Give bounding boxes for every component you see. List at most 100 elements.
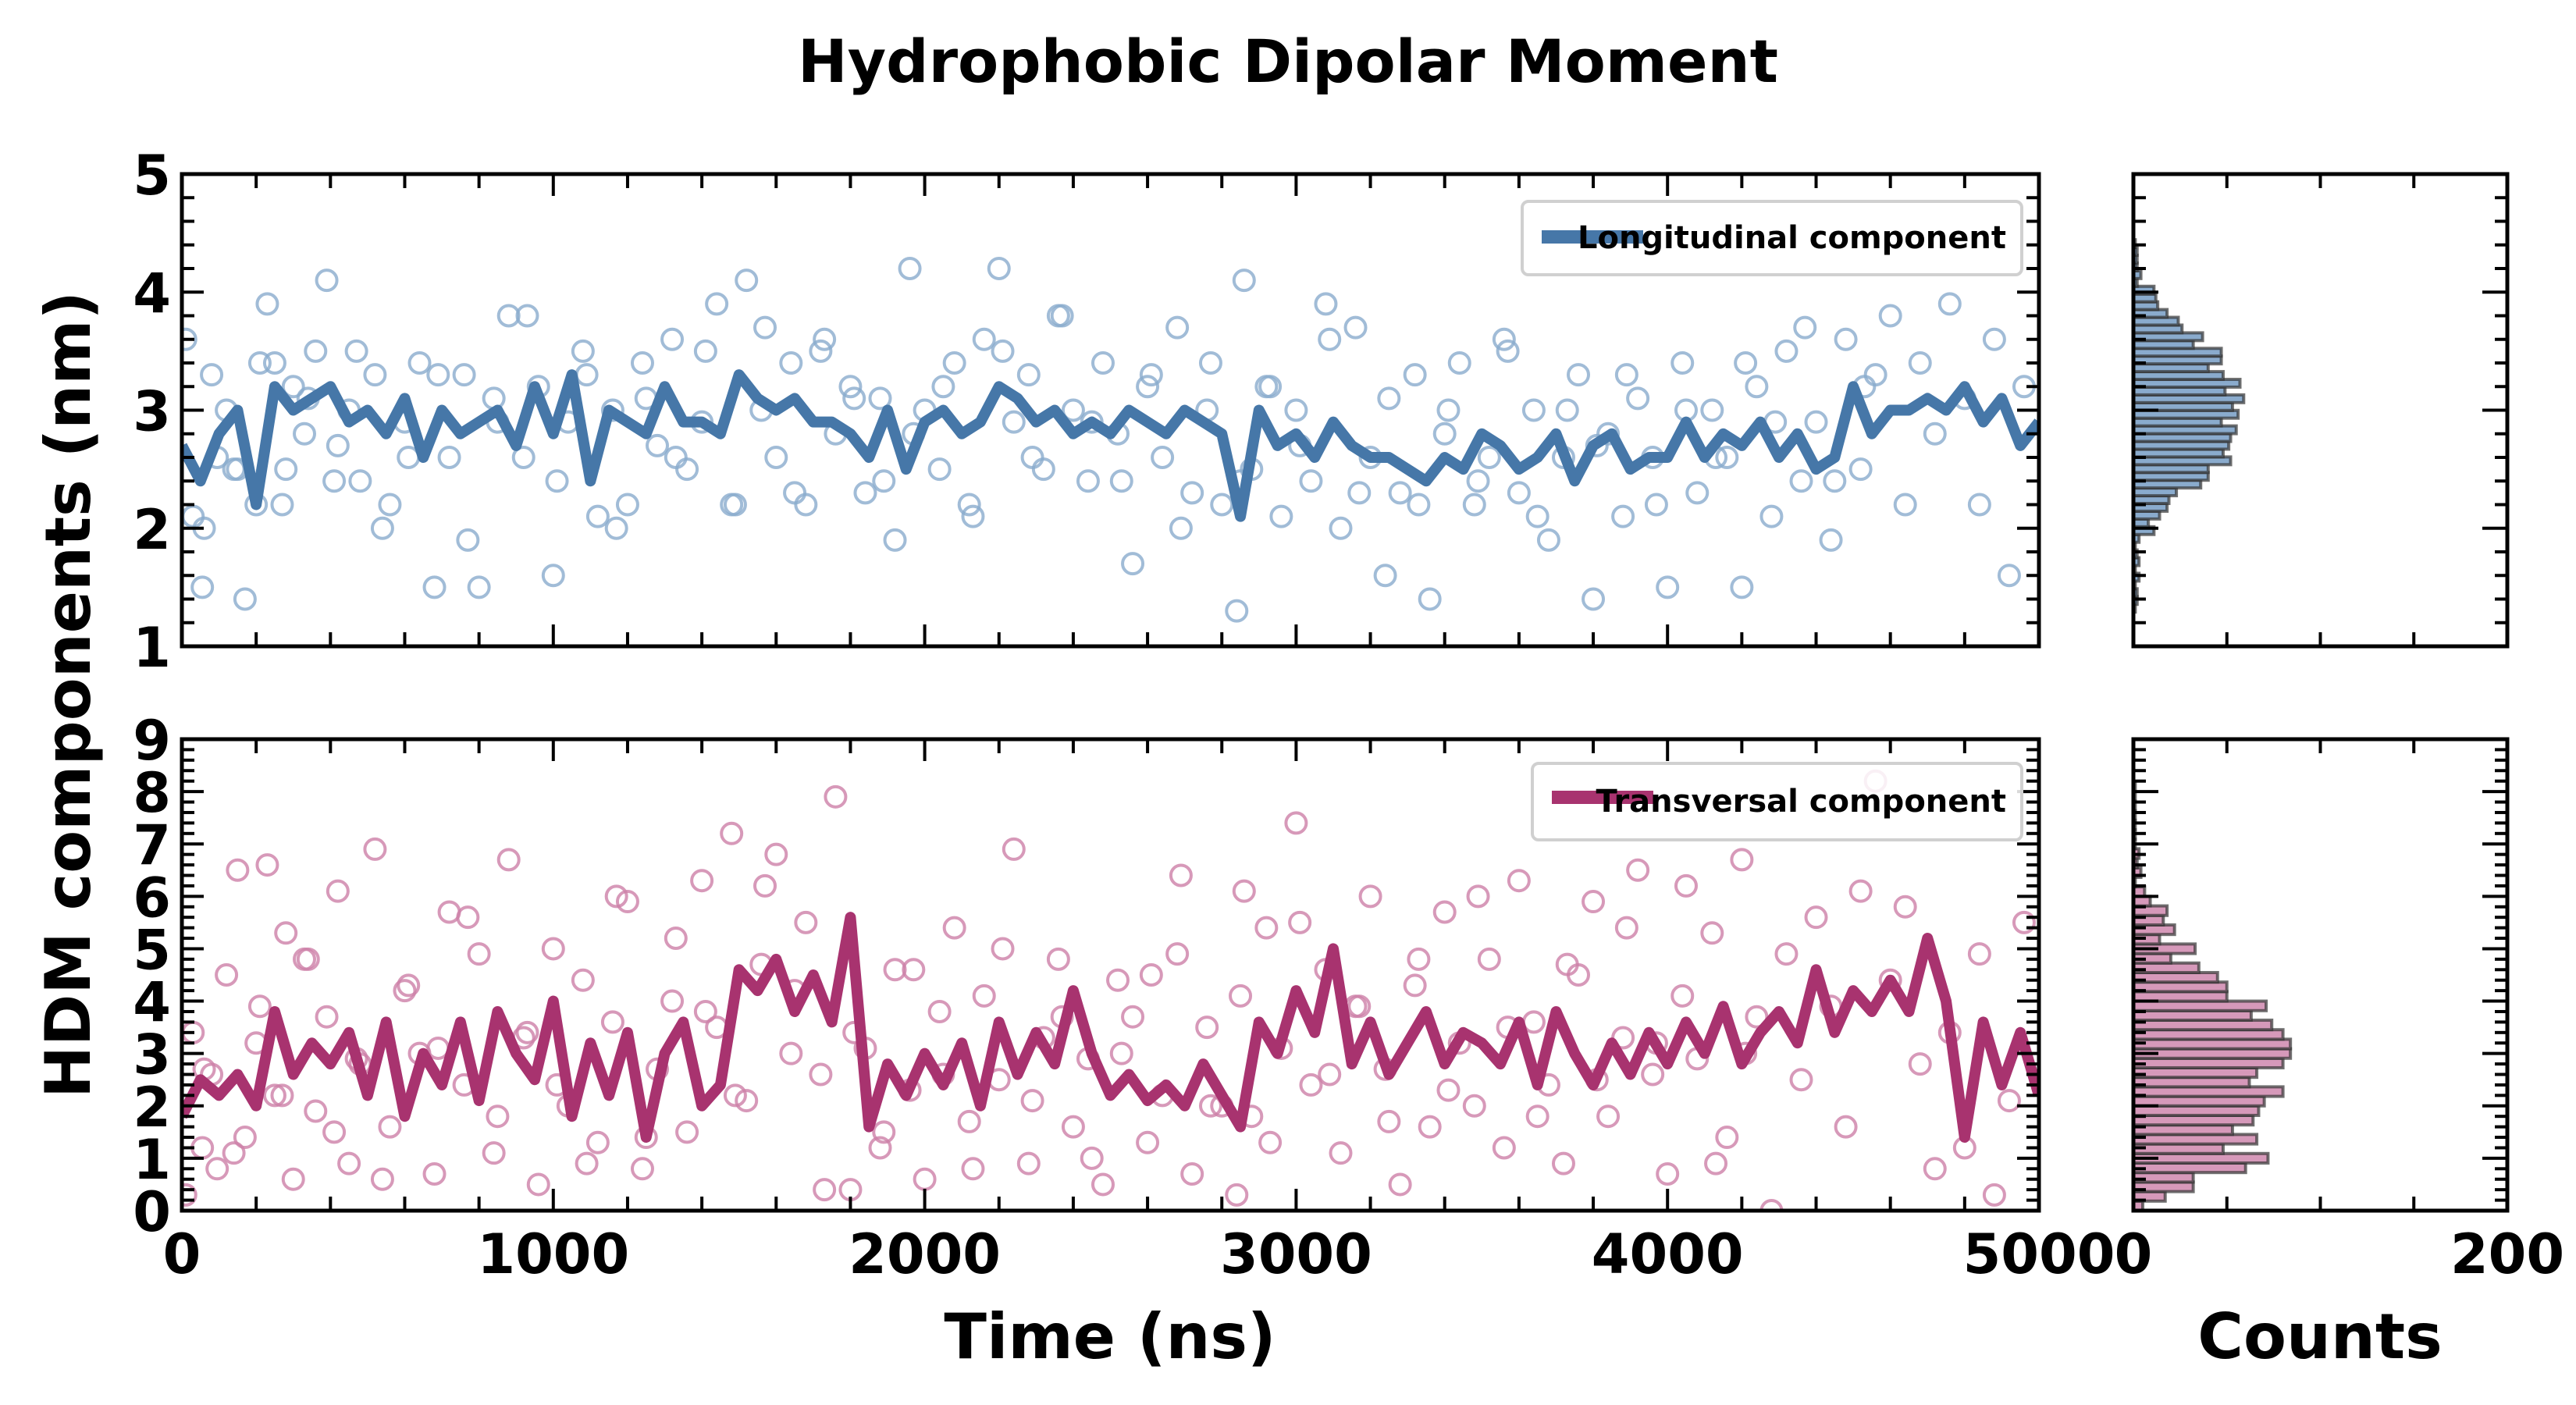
- scatter-point: [1641, 1062, 1665, 1087]
- scatter-point: [467, 942, 491, 966]
- scatter-point: [1106, 968, 1130, 992]
- scatter-point: [1923, 1157, 1947, 1181]
- scatter-point: [1061, 1115, 1085, 1139]
- scatter-point: [296, 947, 320, 971]
- scatter-point: [1165, 315, 1190, 340]
- scatter-point: [872, 469, 896, 493]
- scatter-point: [1997, 1089, 2021, 1113]
- scatter-point: [247, 351, 272, 375]
- scatter-point: [753, 873, 777, 898]
- legend-longitudinal: Longitudinal component: [1521, 200, 2023, 276]
- scatter-point: [868, 1136, 892, 1160]
- scatter-point: [1343, 315, 1368, 340]
- scatter-point: [1232, 879, 1256, 903]
- scatter-point: [315, 269, 339, 293]
- scatter-point: [824, 784, 848, 809]
- y-tick-label: 7: [133, 813, 171, 877]
- scatter-point: [675, 457, 699, 482]
- scatter-point: [660, 989, 685, 1013]
- scatter-point: [182, 504, 205, 528]
- scatter-point: [326, 433, 350, 457]
- y-axis-label: HDM components (nm): [32, 291, 105, 1098]
- scatter-point: [1121, 1005, 1145, 1029]
- scatter-point: [660, 327, 685, 351]
- scatter-point: [1436, 1078, 1461, 1102]
- scatter-point: [182, 327, 197, 351]
- scatter-point: [783, 481, 807, 505]
- scatter-point: [961, 504, 985, 528]
- scatter-point: [304, 339, 328, 363]
- scatter-point: [1373, 564, 1397, 588]
- scatter-point: [190, 575, 215, 599]
- scatter-point: [215, 963, 239, 987]
- scatter-point: [972, 327, 996, 351]
- scatter-point: [205, 1157, 229, 1181]
- scatter-point: [1685, 481, 1710, 505]
- scatter-point: [1715, 1126, 1739, 1150]
- scatter-point: [1914, 0, 1934, 10]
- scatter-point: [393, 979, 417, 1003]
- scatter-point: [585, 504, 610, 528]
- scatter-point: [1299, 1072, 1323, 1097]
- scatter-point: [1314, 292, 1338, 316]
- x-axis-label-time: Time (ns): [944, 1300, 1276, 1373]
- scatter-point: [1347, 481, 1372, 505]
- scatter-point: [222, 1141, 246, 1165]
- scatter-point: [1944, 0, 1964, 10]
- scatter-point: [1823, 469, 1847, 493]
- scatter-point: [1225, 599, 1249, 623]
- scatter-point: [322, 469, 347, 493]
- scatter-point: [1109, 1041, 1133, 1065]
- scatter-point: [1050, 304, 1074, 328]
- scatter-point: [1496, 339, 1520, 363]
- scatter-point: [957, 1109, 981, 1133]
- scatter-point: [1388, 1172, 1412, 1197]
- scatter-point: [809, 1062, 833, 1087]
- scatter-point: [927, 999, 952, 1023]
- scatter-point: [370, 516, 394, 540]
- scatter-point: [1730, 575, 1754, 599]
- scatter-point: [883, 528, 907, 552]
- scatter-point: [1329, 1141, 1353, 1165]
- scatter-point: [545, 469, 569, 493]
- scatter-point: [1908, 351, 1932, 375]
- scatter-point: [1834, 327, 1858, 351]
- scatter-point: [2003, 0, 2023, 10]
- scatter-point: [515, 304, 539, 328]
- scatter-point: [1466, 884, 1490, 909]
- scatter-point: [2012, 910, 2036, 934]
- scatter-point: [630, 1157, 654, 1181]
- scatter-point: [1232, 269, 1256, 293]
- y-tick-label: 8: [133, 761, 171, 825]
- scatter-point: [270, 1083, 294, 1108]
- scatter-point: [1834, 1115, 1858, 1139]
- scatter-point: [2003, 0, 2023, 10]
- legend-label-transversal: Transversal component: [1596, 784, 2006, 820]
- scatter-point: [1269, 504, 1293, 528]
- scatter-point: [1477, 446, 1501, 469]
- x-tick-label: 0: [163, 1222, 201, 1286]
- scatter-point: [1258, 375, 1283, 399]
- scatter-point: [1109, 469, 1133, 493]
- scatter-point: [1407, 947, 1431, 971]
- scatter-point: [664, 446, 688, 469]
- scatter-point: [693, 999, 717, 1023]
- scatter-point: [1299, 469, 1323, 493]
- y-tick-label: 2: [133, 1076, 171, 1140]
- bottom-histogram-panel: 0 200: [2115, 737, 2564, 1286]
- scatter-point: [1525, 504, 1550, 528]
- scatter-point: [1551, 1151, 1575, 1176]
- scatter-point: [422, 1162, 447, 1186]
- scatter-point: [1195, 1016, 1219, 1040]
- legend-swatch-longitudinal: [1542, 230, 1643, 244]
- scatter-point: [482, 386, 506, 411]
- scatter-point: [1884, 0, 1904, 10]
- scatter-point: [927, 457, 952, 482]
- scatter-point: [407, 351, 432, 375]
- scatter-point: [515, 1020, 539, 1044]
- scatter-point: [281, 1167, 305, 1191]
- scatter-point: [1377, 386, 1401, 411]
- scatter-point: [1462, 493, 1486, 517]
- scatter-point: [1644, 493, 1668, 517]
